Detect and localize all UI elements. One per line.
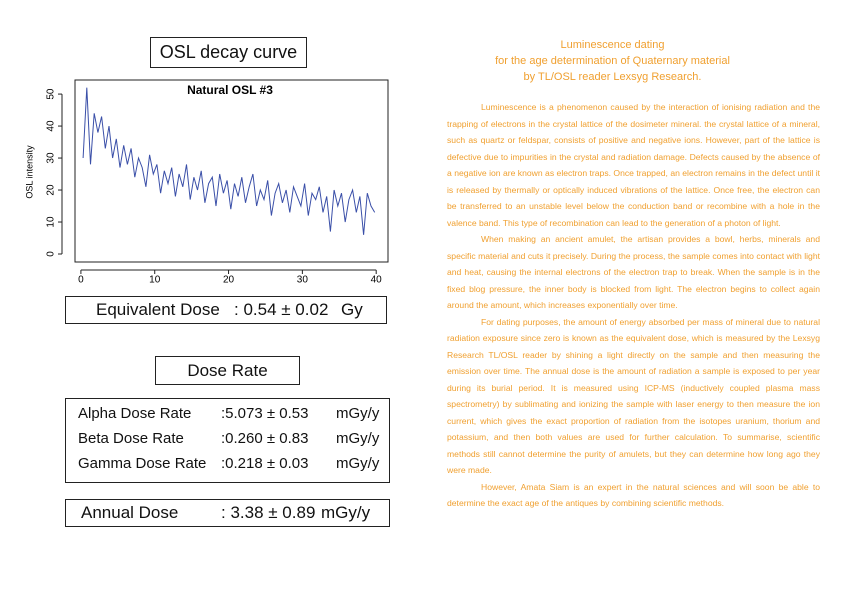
label: Alpha Dose Rate	[78, 405, 192, 422]
y-tick-label: 20	[46, 184, 57, 196]
rates-box: Alpha Dose Rate :5.073 ± 0.53 mGy/y Beta Do…	[65, 398, 390, 483]
unit: mGy/y	[336, 430, 380, 447]
label: Gamma Dose Rate	[78, 455, 207, 472]
paragraph: Luminescence is a phenomenon caused by t…	[447, 102, 820, 228]
article-title: Luminescence dating for the age determina…	[450, 37, 775, 85]
x-tick-label: 30	[297, 275, 309, 286]
title-line: Luminescence dating	[560, 39, 665, 51]
plot-frame	[74, 79, 389, 263]
paragraph: For dating purposes, the amount of energ…	[447, 316, 820, 476]
label: Beta Dose Rate	[78, 430, 184, 447]
x-tick-label: 10	[149, 275, 161, 286]
paragraph: When making an ancient amulet, the artis…	[447, 234, 820, 310]
chart: Natural OSL #3 OSL intensity 0 10 20 30 40 50…	[24, 79, 389, 286]
unit: mGy/y	[336, 405, 380, 422]
unit: mGy/y	[336, 455, 380, 472]
article-text: Luminescence is a phenomenon caused by t…	[447, 99, 820, 512]
annual-box: Annual Dose : 3.38 ± 0.89 mGy/y	[65, 499, 390, 527]
value: :0.260 ± 0.83	[221, 430, 309, 447]
y-tick-label: 10	[46, 216, 57, 228]
value: :0.218 ± 0.03	[221, 455, 309, 472]
title-line: for the age determination of Quaternary …	[495, 55, 730, 67]
y-tick-label: 40	[46, 120, 57, 132]
x-tick-label: 0	[78, 275, 84, 286]
data-line	[82, 87, 376, 235]
chart-title: Natural OSL #3	[187, 83, 273, 97]
x-tick-label: 40	[371, 275, 383, 286]
value: :5.073 ± 0.53	[221, 405, 309, 422]
value: : 0.54 ± 0.02	[234, 300, 329, 319]
unit: mGy/y	[321, 503, 371, 522]
x-tick-label: 20	[223, 275, 235, 286]
equivalent-box: Equivalent Dose : 0.54 ± 0.02 Gy	[65, 296, 387, 324]
unit: Gy	[341, 300, 363, 319]
heading: OSL decay curve	[150, 37, 307, 68]
title-line: by TL/OSL reader Lexsyg Research.	[523, 71, 702, 83]
y-tick-label: 30	[46, 152, 57, 164]
y-tick-label: 50	[46, 88, 57, 100]
value: : 3.38 ± 0.89	[221, 503, 316, 522]
y-tick-label: 0	[46, 251, 57, 257]
y-axis-label: OSL intensity	[24, 145, 34, 199]
heading: Dose Rate	[155, 356, 300, 385]
label: Annual Dose	[81, 503, 179, 522]
paragraph: However, Amata Siam is an expert in the …	[447, 481, 820, 509]
label: Equivalent Dose	[96, 300, 220, 319]
